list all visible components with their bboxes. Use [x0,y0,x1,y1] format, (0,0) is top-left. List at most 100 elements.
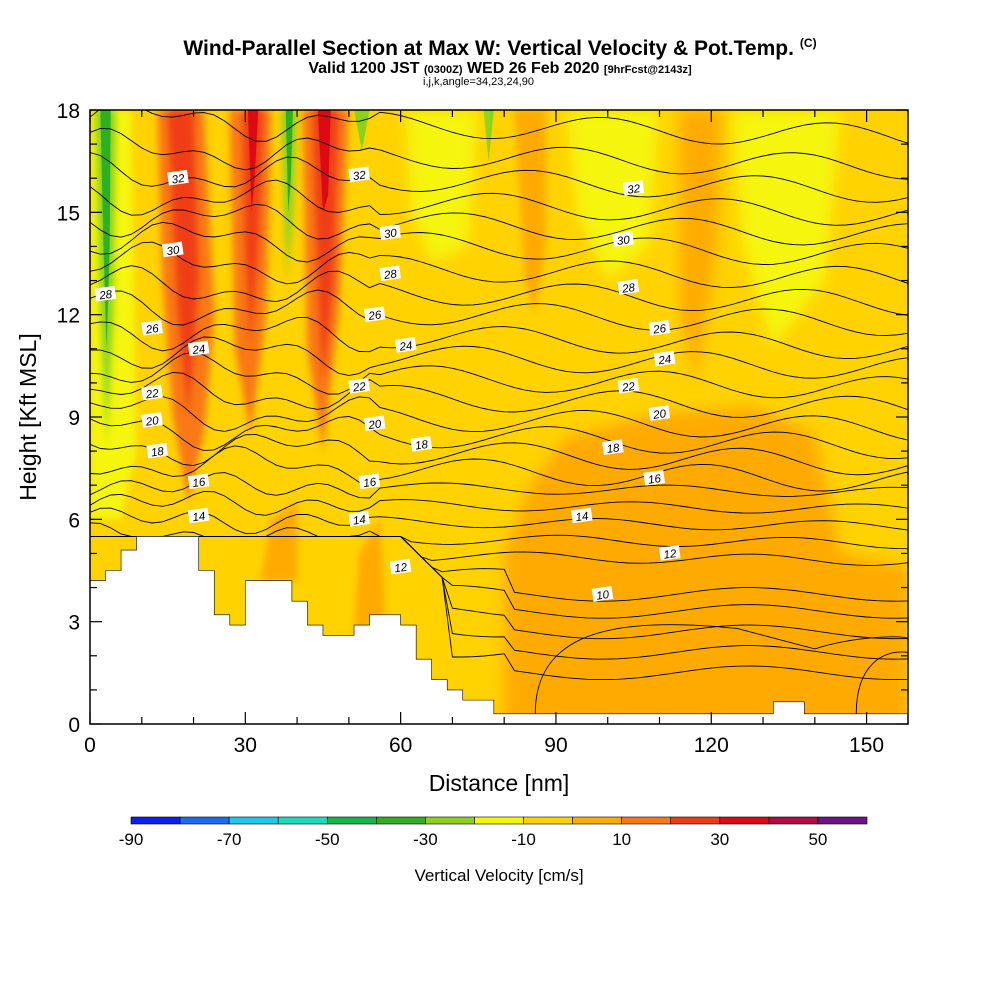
y-tick-label: 18 [57,100,80,123]
colorbar-tick-label: -90 [119,830,144,849]
contour-label: 26 [141,319,163,337]
contour-label: 20 [363,415,386,432]
contour-label: 22 [617,377,640,395]
colorbar-swatch [768,816,819,825]
colorbar-swatch [130,816,181,825]
theta-contour-line [90,472,908,499]
contour-label-bg [348,166,370,183]
contour-label-bg [617,279,640,295]
y-axis: 0 3 6 9 12 15 18 [57,100,908,737]
y-tick-label: 6 [68,509,80,532]
colorbar-swatch [621,816,672,825]
contour-label-text: 32 [352,169,367,183]
theta-contour-line [90,221,908,265]
contour-label: 18 [410,435,433,453]
colorbar-tick-label: -50 [315,830,340,849]
valid-utc: (0300Z) [423,64,463,76]
contour-label-text: 18 [150,446,165,460]
theta-contour-line [90,336,908,379]
contour-label-text: 32 [627,183,642,197]
updraft-plume-3 [312,110,339,383]
contour-label-bg [622,180,645,196]
contour-label: 26 [363,306,386,323]
contour-label-bg [410,435,433,452]
valid-time: Valid 1200 JST [308,60,420,77]
contour-label-text: 22 [144,388,160,402]
contour-label: 16 [187,473,210,490]
contour-label-text: 30 [166,244,181,258]
colorbar-tick-label: 50 [808,830,827,849]
contour-label: 18 [146,442,169,460]
theta-contour-line [90,371,908,418]
colorbar-swatch [719,816,770,825]
y-tick-label: 9 [68,407,80,430]
contour-label-bg [167,169,189,186]
colorbar-swatch [670,816,721,825]
contour-label-bg [187,473,210,490]
colorbar-tick-label: -30 [413,830,438,849]
weak-down-zone-2 [731,110,841,349]
contour-label-bg [348,377,370,394]
theta-contour-line [90,396,908,441]
contour-label-bg [617,377,640,394]
contour-label-bg [141,384,163,401]
contour-label-text: 16 [192,476,207,490]
chart-title-main: Wind-Parallel Section at Max W: Vertical… [183,37,794,60]
contour-label-bg [612,231,634,247]
x-tick-label: 30 [234,734,257,757]
contour-label: 16 [643,470,666,487]
colorbar-tick-label: 30 [710,830,729,849]
theta-contour-line [90,127,908,180]
contour-label: 28 [379,265,402,282]
contour-label-text: 26 [144,323,160,337]
colorbar-swatch [425,816,475,825]
contour-label-bg [187,507,210,524]
y-tick-label: 3 [68,612,80,635]
x-tick-label: 0 [84,734,96,757]
contour-label-text: 30 [616,234,631,248]
contour-label: 24 [394,337,417,354]
contour-label: 14 [348,511,370,528]
contour-label-text: 22 [620,381,636,395]
theta-contour-line [90,241,908,288]
contour-label-text: 28 [382,268,398,282]
colorbar-tick-label: 10 [612,830,631,849]
contour-label-text: 20 [144,415,160,429]
contour-label-text: 12 [663,548,678,562]
theta-contour-line [90,317,908,360]
contour-label-bg [363,306,386,322]
contour-label: 10 [591,586,614,603]
theta-contours [90,110,908,714]
colorbar-tick-label: -70 [217,830,242,849]
downdraft-mid [285,110,293,213]
downdraft-small-1 [354,110,370,151]
updraft-core-3 [317,110,331,213]
contour-label-text: 22 [351,381,367,395]
theta-contour-line [90,491,908,516]
theta-contour-line [90,152,908,203]
updraft-core-2 [247,110,259,213]
contour-label: 30 [161,241,184,258]
valid-date: WED 26 Feb 2020 [466,60,600,77]
contour-label-text: 18 [606,442,621,456]
theta-contour-line [90,351,908,399]
contour-label: 14 [570,507,593,524]
contour-label-text: 28 [620,282,636,296]
colorbar-swatch [817,816,868,825]
contour-label-bg [379,265,402,282]
contour-label-bg [658,545,681,561]
contour-label-bg [358,473,381,490]
contour-label-bg [602,439,624,456]
contour-label-bg [348,511,370,527]
colorbar-swatch [326,816,377,825]
theta-contour-line [90,110,908,145]
terrain-mask [89,536,909,725]
x-tick-label: 120 [694,734,729,757]
colorbar-swatch [376,816,426,825]
contour-label: 12 [658,545,681,562]
theta-contour-line [90,416,908,460]
contour-label-text: 32 [171,173,186,187]
colorbar-tick-label: -10 [511,830,536,849]
x-axis-label: Distance [nm] [429,770,570,796]
